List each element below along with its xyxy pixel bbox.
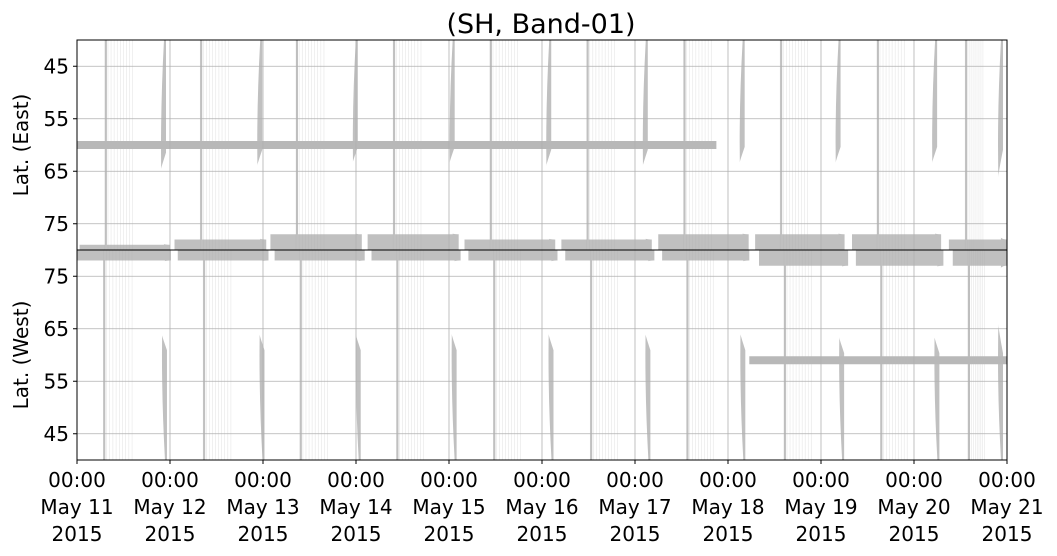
x-axis-ticks: 00:00 May 11 2015 00:00 May 12 2015 00:00 May 1… [40,460,1044,546]
xtick-year-7: 2015 [610,522,661,546]
ytick-west-3: 55 [44,369,69,393]
coverage-gap-east-7 [685,40,743,235]
xtick-date-6: May 16 [505,495,578,519]
panel-east: 45 55 65 75 [44,39,1008,251]
coverage-gap-west-2 [205,260,263,460]
coverage-gap-east-9 [878,40,936,235]
ytick-east-4: 75 [44,212,69,236]
coverage-gap-west-3 [301,260,359,460]
xtick-date-8: May 18 [691,495,764,519]
xtick-date-3: May 13 [226,495,299,519]
coverage-gap-west-1 [105,260,165,460]
xtick-year-1: 2015 [52,522,103,546]
xtick-time-4: 00:00 [327,468,385,492]
coverage-gap-west-7 [688,260,744,460]
xtick-year-6: 2015 [517,522,568,546]
band-west [749,356,1007,365]
xtick-time-8: 00:00 [699,468,757,492]
xtick-date-7: May 17 [598,495,671,519]
band-east [77,141,717,149]
xtick-date-2: May 12 [133,495,206,519]
xtick-time-2: 00:00 [141,468,199,492]
coverage-gap-east-10 [967,40,1001,240]
xtick-date-1: May 11 [40,495,113,519]
coverage-gap-east-4 [395,40,453,235]
ylabel-west: Lat. (West) [9,301,33,410]
ytick-west-1: 75 [44,264,69,288]
xtick-date-5: May 15 [412,495,485,519]
ytick-west-2: 65 [44,317,69,341]
xtick-date-9: May 19 [784,495,857,519]
coverage-gap-west-6 [592,260,649,460]
xtick-time-7: 00:00 [606,468,664,492]
xtick-year-3: 2015 [238,522,289,546]
coverage-gap-east-8 [782,40,839,235]
xtick-time-1: 00:00 [48,468,106,492]
panel-west: 75 65 55 45 [44,249,1008,461]
ytick-west-4: 45 [44,422,69,446]
xtick-year-9: 2015 [796,522,847,546]
xtick-date-11: May 21 [970,495,1043,519]
grid-west [76,250,1008,460]
ylabel-east: Lat. (East) [9,94,33,197]
ytick-east-2: 55 [44,107,69,131]
coverage-gap-east-3 [298,40,356,235]
coverage-gap-east-6 [588,40,646,240]
coverage-gap-east-5 [491,40,550,240]
xtick-year-4: 2015 [331,522,382,546]
xtick-time-11: 00:00 [978,468,1036,492]
coverage-west [77,250,1007,460]
xtick-date-4: May 14 [319,495,392,519]
coverage-gap-east-2 [202,40,261,240]
xtick-time-10: 00:00 [885,468,943,492]
coverage-east [77,40,1007,250]
xtick-year-10: 2015 [889,522,940,546]
chart-title: (SH, Band-01) [446,9,635,40]
xtick-year-5: 2015 [424,522,475,546]
ytick-east-1: 45 [44,54,69,78]
xtick-year-8: 2015 [703,522,754,546]
xtick-time-6: 00:00 [513,468,571,492]
xtick-year-2: 2015 [145,522,196,546]
coverage-gap-west-5 [495,260,552,460]
xtick-date-10: May 20 [877,495,950,519]
xtick-time-3: 00:00 [234,468,292,492]
xtick-time-5: 00:00 [420,468,478,492]
coverage-gap-west-4 [398,260,455,460]
xtick-year-11: 2015 [982,522,1033,546]
xtick-time-9: 00:00 [792,468,850,492]
ytick-east-3: 65 [44,159,69,183]
